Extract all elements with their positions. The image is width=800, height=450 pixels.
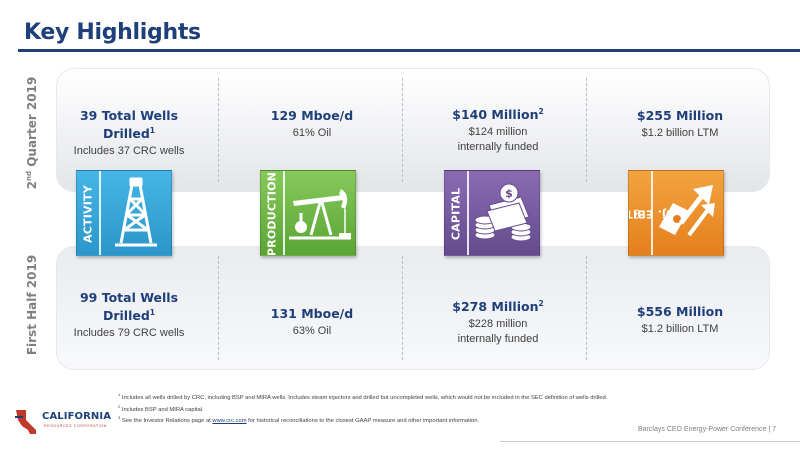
q2-activity-cell: 39 Total Wells Drilled1 Includes 37 CRC w… bbox=[44, 108, 214, 159]
footnote-2: 2 Includes BSP and MIRA capital. bbox=[118, 403, 607, 415]
q2-activity-head-line2: Drilled bbox=[102, 126, 150, 142]
production-tile-label: PRODUCTION bbox=[261, 171, 283, 256]
q2-capital-sub2: internally funded bbox=[457, 141, 539, 154]
footer-divider bbox=[500, 441, 800, 442]
h1-ebitdax-cell: $556 Million $1.2 billion LTM bbox=[595, 304, 765, 337]
footnote-2-number: 2 bbox=[118, 403, 121, 409]
h1-activity-head-line2: Drilled bbox=[102, 308, 150, 324]
q2-ebitdax-sub: $1.2 billion LTM bbox=[641, 127, 719, 139]
q2-production-cell: 129 Mboe/d 61% Oil bbox=[227, 108, 397, 141]
q2-activity-footnote-ref: 1 bbox=[149, 126, 156, 135]
q2-production-head: 129 Mboe/d bbox=[270, 108, 354, 123]
column-divider bbox=[218, 78, 219, 182]
h1-production-cell: 131 Mboe/d 63% Oil bbox=[227, 306, 397, 339]
q2-capital-head-text: $140 Million bbox=[452, 107, 539, 123]
tile-divider bbox=[467, 171, 469, 255]
footnote-2-text: Includes BSP and MIRA capital. bbox=[120, 406, 204, 413]
h1-ebitdax-head: $556 Million bbox=[636, 304, 724, 319]
h1-activity-footnote-ref: 1 bbox=[149, 308, 156, 317]
column-divider bbox=[586, 78, 587, 182]
money-growth-arrow-icon bbox=[659, 185, 715, 237]
h1-ebitdax-sub: $1.2 billion LTM bbox=[641, 323, 719, 335]
q2-capital-footnote-ref: 2 bbox=[538, 107, 544, 116]
coins-cash-icon: $ bbox=[474, 183, 532, 242]
h1-capital-footnote-ref: 2 bbox=[538, 299, 544, 308]
california-map-icon bbox=[15, 410, 36, 434]
footnote-3-post: for historical reconciliations to the cl… bbox=[246, 417, 480, 424]
h1-capital-sub2: internally funded bbox=[457, 333, 539, 346]
tile-divider bbox=[99, 171, 101, 255]
h1-activity-head-line1: 99 Total Wells bbox=[79, 290, 179, 305]
period-q2-main: 2 bbox=[25, 180, 39, 190]
q2-activity-sub: Includes 37 CRC wells bbox=[73, 145, 185, 158]
h1-production-sub: 63% Oil bbox=[292, 325, 332, 337]
period-h1-text: First Half 2019 bbox=[25, 254, 39, 356]
period-q2-rest: Quarter 2019 bbox=[25, 76, 39, 171]
h1-capital-cell: $278 Million2 $228 million internally fu… bbox=[413, 296, 583, 347]
q2-ebitdax-head: $255 Million bbox=[636, 108, 724, 123]
tile-divider bbox=[283, 171, 285, 255]
production-tile: PRODUCTION bbox=[260, 170, 356, 256]
column-divider bbox=[402, 256, 403, 360]
q2-capital-sub1: $124 million bbox=[468, 126, 528, 139]
svg-text:$: $ bbox=[505, 187, 513, 200]
logo-tagline: RESOURCES CORPORATION bbox=[44, 424, 107, 428]
period-label-q2: 2nd Quarter 2019 bbox=[22, 68, 42, 198]
ebitdax-tile-label: Adj. EBITDAX(3) bbox=[629, 171, 682, 255]
footnote-1: 1 Includes all wells drilled by CRC, inc… bbox=[118, 391, 607, 403]
footnote-1-number: 1 bbox=[118, 392, 121, 397]
pumpjack-icon bbox=[289, 189, 351, 240]
h1-band bbox=[56, 246, 770, 370]
logo-wordmark: CALIFORNIA bbox=[42, 411, 112, 422]
q2-production-sub: 61% Oil bbox=[292, 127, 332, 139]
q2-activity-head: 39 Total Wells Drilled1 bbox=[44, 108, 214, 141]
activity-tile: ACTIVITY bbox=[76, 170, 172, 256]
activity-label-text: ACTIVITY bbox=[81, 185, 95, 243]
oil-derrick-icon bbox=[115, 177, 157, 247]
q2-capital-cell: $140 Million2 $124 million internally fu… bbox=[413, 104, 583, 155]
capital-tile: CAPITAL $ bbox=[444, 170, 540, 256]
footnote-3-number: 3 bbox=[118, 415, 121, 421]
h1-activity-head: 99 Total Wells Drilled1 bbox=[44, 290, 214, 323]
h1-activity-sub: Includes 79 CRC wells bbox=[73, 327, 185, 340]
h1-production-head: 131 Mboe/d bbox=[270, 306, 354, 321]
ebitdax-tile: Adj. EBITDAX(3) bbox=[628, 170, 724, 256]
q2-activity-head-line1: 39 Total Wells bbox=[79, 108, 179, 123]
tile-divider bbox=[651, 171, 653, 255]
footnote-1-text: Includes all wells drilled by CRC, inclu… bbox=[120, 394, 608, 401]
period-q2-sup: nd bbox=[25, 170, 33, 181]
capital-label-text: CAPITAL bbox=[449, 187, 463, 241]
h1-capital-head: $278 Million2 bbox=[413, 296, 583, 314]
crc-website-link[interactable]: www.crc.com bbox=[212, 417, 247, 424]
footnote-3-pre: See the Investor Relations page at bbox=[120, 417, 213, 424]
q2-capital-head: $140 Million2 bbox=[413, 104, 583, 122]
footnote-3: 3 See the Investor Relations page at www… bbox=[118, 414, 607, 426]
page-title: Key Highlights bbox=[24, 20, 201, 45]
column-divider bbox=[402, 78, 403, 182]
activity-tile-label: ACTIVITY bbox=[77, 171, 99, 255]
h1-activity-cell: 99 Total Wells Drilled1 Includes 79 CRC w… bbox=[44, 290, 214, 341]
column-divider bbox=[218, 256, 219, 360]
column-divider bbox=[586, 256, 587, 360]
capital-tile-label: CAPITAL bbox=[445, 171, 467, 255]
h1-capital-sub1: $228 million bbox=[468, 318, 528, 331]
production-label-text: PRODUCTION bbox=[265, 171, 279, 256]
company-logo: CALIFORNIA RESOURCES CORPORATION bbox=[14, 408, 114, 438]
title-divider bbox=[18, 49, 800, 52]
q2-ebitdax-cell: $255 Million $1.2 billion LTM bbox=[595, 108, 765, 141]
footnotes: 1 Includes all wells drilled by CRC, inc… bbox=[118, 391, 607, 426]
footer-text: Barclays CEO Energy-Power Conference | 7 bbox=[638, 426, 776, 433]
h1-capital-head-text: $278 Million bbox=[452, 299, 539, 315]
period-label-h1: First Half 2019 bbox=[22, 250, 42, 360]
